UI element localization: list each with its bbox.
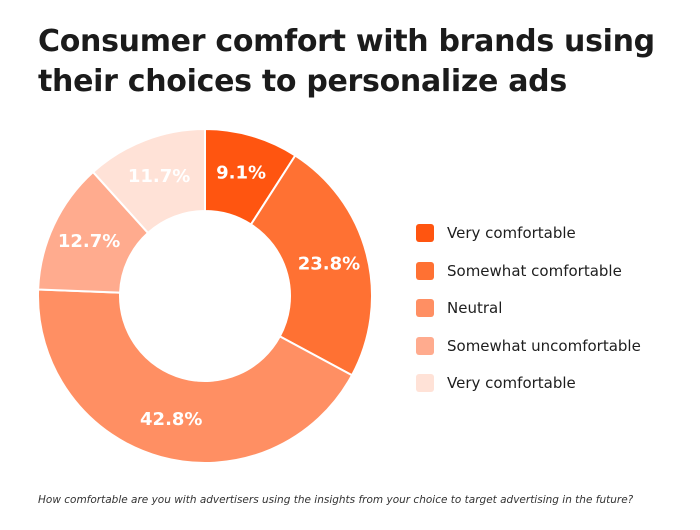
donut-slice-2 [249, 154, 373, 377]
slice-data-label-3: 42.8% [140, 409, 202, 430]
legend-label: Very comfortable [447, 224, 576, 242]
donut-slice-3 [37, 288, 354, 464]
legend-item-neutral: Neutral [416, 295, 686, 321]
slice-data-label-1: 9.1% [216, 163, 266, 184]
legend-swatch [416, 224, 434, 242]
chart-title-line-2: their choices to personalize ads [38, 64, 567, 99]
legend-label: Somewhat comfortable [447, 261, 622, 280]
survey-question-footnote: How comfortable are you with advertisers… [38, 494, 634, 506]
legend-swatch [416, 261, 434, 280]
slice-data-label-2: 23.8% [298, 254, 360, 275]
legend-swatch [416, 299, 434, 317]
donut-slice-5 [91, 127, 206, 235]
legend-item-somewhat-comfortable: Somewhat comfortable [416, 258, 686, 284]
legend-item-very-comfortable: Very comfortable [416, 220, 686, 246]
slice-data-label-4: 12.7% [58, 231, 120, 252]
chart-title: Consumer comfort with brands using their… [38, 22, 678, 102]
legend-label: Neutral [447, 299, 503, 317]
legend-swatch [416, 336, 434, 355]
chart-title-line-1: Consumer comfort with brands using [38, 24, 655, 59]
legend-item-somewhat-uncomfortable: Somewhat uncomfortable [416, 333, 686, 359]
legend: Very comfortable Somewhat comfortable Ne… [416, 220, 686, 408]
legend-label: Somewhat uncomfortable [447, 336, 641, 355]
legend-swatch [416, 374, 434, 392]
legend-label: Very comfortable [447, 374, 576, 392]
slice-data-label-5: 11.7% [128, 166, 190, 187]
legend-item-very-comfortable-2: Very comfortable [416, 370, 686, 396]
